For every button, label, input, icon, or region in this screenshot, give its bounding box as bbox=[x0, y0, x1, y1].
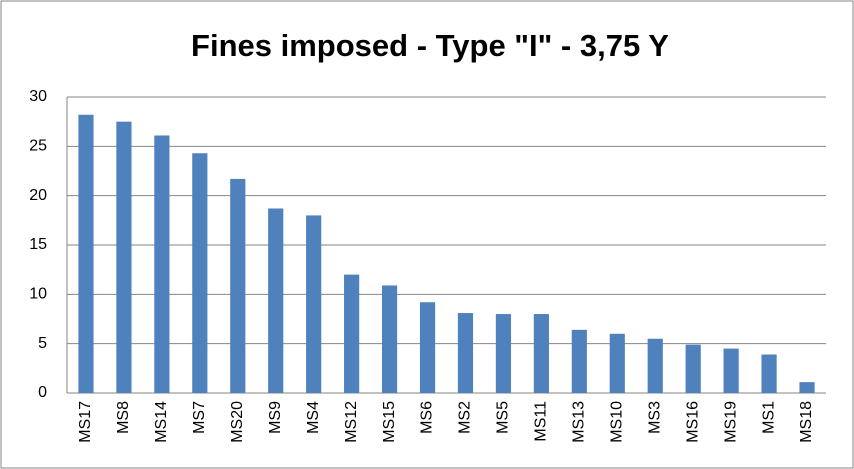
x-tick-label: MS11 bbox=[533, 401, 550, 442]
bar bbox=[723, 348, 739, 393]
bar bbox=[419, 302, 436, 393]
x-tick-label: MS2 bbox=[457, 401, 474, 434]
bar bbox=[78, 114, 94, 393]
y-tick-label: 15 bbox=[29, 236, 47, 253]
x-tick-label: MS17 bbox=[77, 401, 94, 443]
x-tick-label: MS14 bbox=[153, 401, 170, 443]
y-tick-label: 30 bbox=[29, 88, 47, 105]
x-tick-label: MS5 bbox=[495, 401, 512, 434]
bar bbox=[457, 313, 474, 393]
x-tick-label: MS10 bbox=[608, 401, 625, 443]
bar bbox=[154, 135, 170, 394]
x-tick-label: MS4 bbox=[305, 401, 322, 434]
bar bbox=[306, 215, 322, 393]
x-tick-label: MS20 bbox=[229, 401, 246, 443]
x-tick-label: MS18 bbox=[798, 401, 815, 443]
x-tick-label: MS13 bbox=[571, 401, 588, 443]
bar bbox=[230, 178, 246, 393]
x-tick-label: MS16 bbox=[684, 401, 701, 443]
x-tick-label: MS9 bbox=[267, 401, 284, 434]
bar bbox=[192, 153, 208, 393]
bar bbox=[571, 329, 587, 393]
x-tick-label: MS7 bbox=[191, 401, 208, 434]
bar bbox=[268, 208, 284, 393]
x-tick-label: MS1 bbox=[760, 401, 777, 434]
y-tick-label: 25 bbox=[29, 138, 47, 155]
x-tick-label: MS19 bbox=[722, 401, 739, 443]
bar bbox=[381, 285, 398, 393]
bar bbox=[761, 354, 777, 393]
bar bbox=[116, 121, 132, 394]
x-tick-label: MS12 bbox=[343, 401, 360, 443]
y-tick-label: 20 bbox=[29, 187, 47, 204]
y-tick-label: 5 bbox=[38, 335, 47, 352]
x-tick-label: MS8 bbox=[115, 401, 132, 434]
y-tick-label: 0 bbox=[38, 384, 47, 401]
bar bbox=[495, 314, 512, 393]
bar bbox=[533, 314, 549, 393]
bar bbox=[344, 274, 360, 393]
y-tick-label: 10 bbox=[29, 286, 47, 303]
bar bbox=[647, 338, 663, 393]
x-tick-label: MS15 bbox=[381, 401, 398, 443]
bar bbox=[799, 382, 815, 393]
x-tick-label: MS6 bbox=[419, 401, 436, 434]
x-tick-label: MS3 bbox=[646, 401, 663, 434]
chart-title: Fines imposed - Type "I" - 3,75 Y bbox=[191, 28, 669, 63]
bar bbox=[609, 333, 625, 393]
bar bbox=[685, 344, 701, 393]
